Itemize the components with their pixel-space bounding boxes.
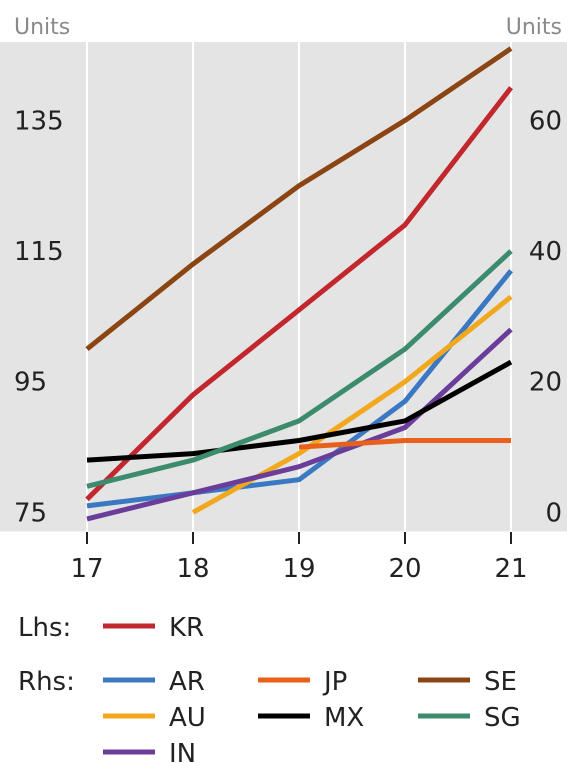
series-line-se	[85, 46, 513, 352]
legend-label-in: IN	[169, 739, 196, 763]
legend-label-mx: MX	[324, 703, 364, 733]
right-axis-unit: Units	[506, 15, 562, 40]
x-axis-ticks: 17 18 19 20 21	[70, 532, 528, 584]
left-axis-unit: Units	[14, 15, 70, 40]
legend-label-kr: KR	[169, 613, 204, 643]
series-line-ar	[86, 269, 513, 509]
right-tick-0: 0	[545, 498, 562, 528]
legend-label-ar: AR	[169, 667, 205, 697]
vertical-gridlines	[86, 42, 512, 532]
left-axis-ticks: 75 95 115 135	[14, 106, 64, 528]
series-line-au	[191, 294, 513, 515]
legend-label-se: SE	[484, 667, 517, 697]
x-tick-label-17: 17	[70, 554, 103, 584]
legend: Lhs: Rhs: KR AR AU IN JP MX SE SG	[18, 613, 521, 763]
x-tick-label-19: 19	[282, 554, 315, 584]
series-line-jp	[298, 438, 511, 450]
series-line-mx	[86, 359, 513, 463]
plot-area	[0, 42, 567, 532]
legend-rhs-label: Rhs:	[18, 667, 75, 697]
left-tick-135: 135	[14, 106, 64, 136]
legend-lhs-label: Lhs:	[18, 613, 71, 643]
right-axis-ticks: 0 20 40 60	[529, 106, 562, 528]
x-tick-label-20: 20	[388, 554, 421, 584]
x-tick-label-21: 21	[494, 554, 527, 584]
series-line-kr	[85, 86, 513, 502]
x-tick-label-18: 18	[176, 554, 209, 584]
series-lines	[85, 46, 513, 522]
series-line-sg	[86, 249, 513, 489]
legend-label-au: AU	[169, 703, 206, 733]
left-tick-115: 115	[14, 237, 64, 267]
legend-label-jp: JP	[322, 667, 347, 697]
right-tick-20: 20	[529, 368, 562, 398]
legend-label-sg: SG	[484, 703, 521, 733]
right-tick-40: 40	[529, 237, 562, 267]
left-tick-95: 95	[14, 368, 47, 398]
right-tick-60: 60	[529, 106, 562, 136]
series-line-in	[86, 327, 513, 522]
left-tick-75: 75	[14, 498, 47, 528]
